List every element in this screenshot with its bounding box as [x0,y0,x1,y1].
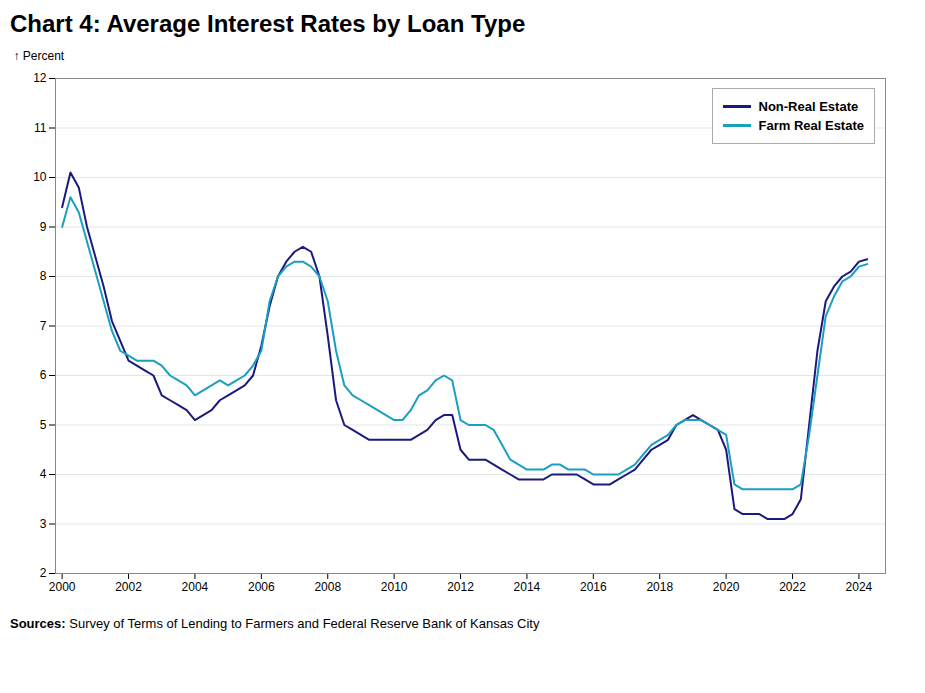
svg-text:2008: 2008 [314,580,341,594]
html-text:Chart 4: Average Interest Rate: Chart 4: Average Interest Rates by Loan … [10,10,526,37]
svg-text:2: 2 [40,566,47,580]
html-text:Farm Real Estate: Farm Real Estate [758,118,864,133]
svg-text:12: 12 [33,71,47,85]
svg-text:7: 7 [40,319,47,333]
svg-text:2000: 2000 [49,580,76,594]
svg-text:2014: 2014 [514,580,541,594]
svg-text:2006: 2006 [248,580,275,594]
svg-text:2022: 2022 [779,580,806,594]
html-text:Non-Real Estate: Non-Real Estate [758,99,859,114]
svg-text:2010: 2010 [381,580,408,594]
svg-text:2004: 2004 [182,580,209,594]
html-text:Sources: Survey of Terms of Le: Sources: Survey of Terms of Lending to F… [10,616,540,631]
svg-text:2016: 2016 [580,580,607,594]
svg-text:8: 8 [40,269,47,283]
svg-text:3: 3 [40,517,47,531]
svg-text:11: 11 [34,121,47,135]
svg-text:4: 4 [40,467,47,481]
svg-text:5: 5 [40,418,47,432]
svg-text:6: 6 [40,368,47,382]
svg-text:2012: 2012 [447,580,474,594]
svg-text:2024: 2024 [846,580,873,594]
svg-text:↑ Percent: ↑ Percent [14,49,65,63]
svg-text:2020: 2020 [713,580,740,594]
svg-text:2018: 2018 [646,580,673,594]
svg-text:2002: 2002 [115,580,142,594]
svg-text:10: 10 [33,170,47,184]
svg-text:9: 9 [40,220,47,234]
